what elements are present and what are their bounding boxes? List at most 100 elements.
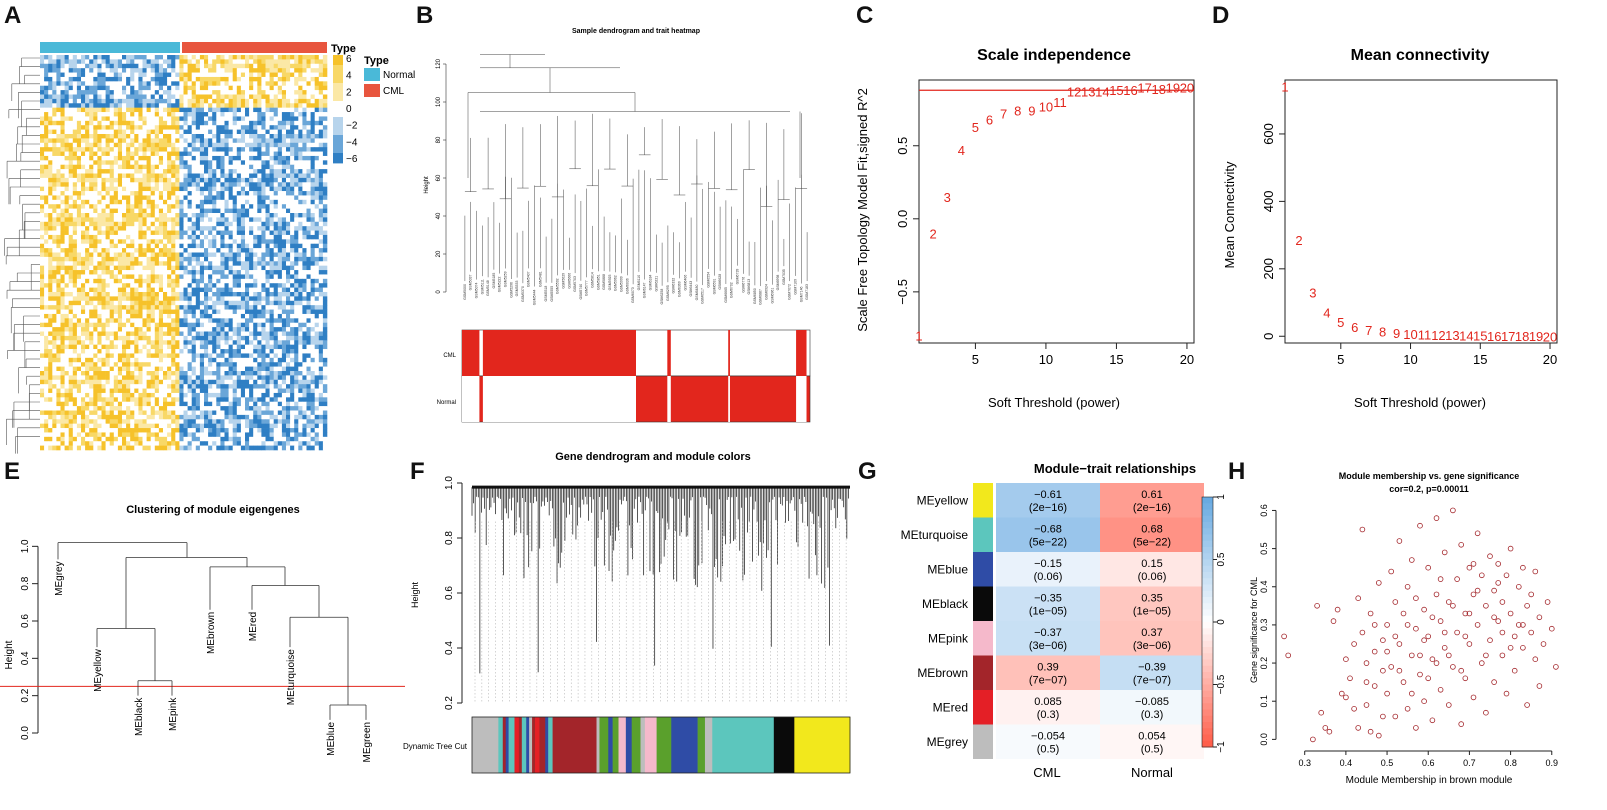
heatmap-cell xyxy=(319,288,323,293)
heatmap-cell xyxy=(106,116,110,121)
heatmap-cell xyxy=(257,283,261,288)
heatmap-cell xyxy=(167,266,171,271)
heatmap-cell xyxy=(143,353,147,358)
heatmap-cell xyxy=(192,253,196,258)
heatmap-cell xyxy=(241,279,245,284)
heatmap-cell xyxy=(147,138,151,143)
heatmap-cell xyxy=(253,340,257,345)
heatmap-cell xyxy=(130,301,134,306)
heatmap-cell xyxy=(143,187,147,192)
heatmap-cell xyxy=(61,182,65,187)
heatmap-cell xyxy=(122,152,126,157)
heatmap-cell xyxy=(65,125,69,130)
heatmap-cell xyxy=(298,340,302,345)
heatmap-cell xyxy=(302,323,306,328)
heatmap-cell xyxy=(102,274,106,279)
heatmap-cell xyxy=(106,90,110,95)
heatmap-cell xyxy=(77,336,81,341)
heatmap-cell xyxy=(266,305,270,310)
heatmap-cell xyxy=(188,239,192,244)
heatmap-cell xyxy=(249,288,253,293)
heatmap-cell xyxy=(48,103,52,108)
heatmap-cell xyxy=(167,86,171,91)
heatmap-cell xyxy=(229,90,233,95)
heatmap-cell xyxy=(302,204,306,209)
heatmap-cell xyxy=(323,152,327,157)
heatmap-cell xyxy=(204,152,208,157)
heatmap-cell xyxy=(257,310,261,315)
heatmap-cell xyxy=(102,138,106,143)
heatmap-cell xyxy=(69,226,73,231)
heatmap-cell xyxy=(278,332,282,337)
heatmap-cell xyxy=(298,213,302,218)
heatmap-cell xyxy=(196,235,200,240)
heatmap-cell xyxy=(73,235,77,240)
heatmap-cell xyxy=(69,222,73,227)
heatmap-cell xyxy=(114,222,118,227)
heatmap-cell xyxy=(106,314,110,319)
heatmap-cell xyxy=(65,292,69,297)
heatmap-cell xyxy=(216,103,220,108)
heatmap-cell xyxy=(241,187,245,192)
heatmap-cell xyxy=(65,305,69,310)
heatmap-cell xyxy=(245,59,249,64)
heatmap-cell xyxy=(192,279,196,284)
heatmap-cell xyxy=(61,222,65,227)
heatmap-cell xyxy=(69,156,73,161)
heatmap-cell xyxy=(126,121,130,126)
heatmap-cell xyxy=(52,353,56,358)
heatmap-cell xyxy=(286,244,290,249)
heatmap-cell xyxy=(311,112,315,117)
heatmap-cell xyxy=(151,336,155,341)
heatmap-cell xyxy=(212,134,216,139)
heatmap-cell xyxy=(220,235,224,240)
heatmap-cell xyxy=(249,204,253,209)
heatmap-cell xyxy=(48,310,52,315)
heatmap-cell xyxy=(175,248,179,253)
heatmap-cell xyxy=(114,55,118,60)
heatmap-cell xyxy=(319,226,323,231)
heatmap-cell xyxy=(73,59,77,64)
heatmap-cell xyxy=(143,217,147,222)
heatmap-cell xyxy=(81,213,85,218)
heatmap-cell xyxy=(278,244,282,249)
heatmap-cell xyxy=(302,169,306,174)
heatmap-cell xyxy=(138,217,142,222)
heatmap-cell xyxy=(200,288,204,293)
heatmap-cell xyxy=(208,310,212,315)
heatmap-cell xyxy=(249,195,253,200)
heatmap-cell xyxy=(93,108,97,113)
heatmap-cell xyxy=(270,283,274,288)
heatmap-cell xyxy=(298,239,302,244)
heatmap-cell xyxy=(257,68,261,73)
heatmap-cell xyxy=(212,327,216,332)
heatmap-cell xyxy=(48,274,52,279)
heatmap-cell xyxy=(220,345,224,350)
heatmap-cell xyxy=(93,68,97,73)
heatmap-cell xyxy=(278,257,282,262)
heatmap-cell xyxy=(212,195,216,200)
heatmap-cell xyxy=(298,77,302,82)
heatmap-cell xyxy=(171,323,175,328)
heatmap-cell xyxy=(204,332,208,337)
heatmap-cell xyxy=(237,156,241,161)
heatmap-cell xyxy=(286,178,290,183)
heatmap-cell xyxy=(188,296,192,301)
heatmap-cell xyxy=(212,248,216,253)
heatmap-cell xyxy=(290,121,294,126)
heatmap-cell xyxy=(159,77,163,82)
heatmap-cell xyxy=(302,314,306,319)
heatmap-cell xyxy=(81,327,85,332)
heatmap-cell xyxy=(204,64,208,69)
heatmap-cell xyxy=(229,95,233,100)
heatmap-cell xyxy=(159,266,163,271)
heatmap-cell xyxy=(114,64,118,69)
heatmap-cell xyxy=(298,336,302,341)
heatmap-cell xyxy=(97,261,101,266)
heatmap-cell xyxy=(323,77,327,82)
heatmap-cell xyxy=(245,314,249,319)
heatmap-cell xyxy=(147,178,151,183)
heatmap-cell xyxy=(69,261,73,266)
heatmap-cell xyxy=(225,235,229,240)
heatmap-cell xyxy=(97,270,101,275)
